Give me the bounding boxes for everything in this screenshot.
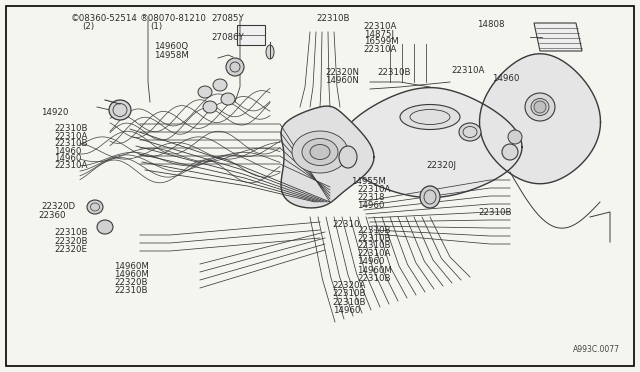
Text: 27086Y: 27086Y: [211, 33, 244, 42]
Text: 22310B: 22310B: [54, 139, 88, 148]
Text: (2): (2): [82, 22, 94, 31]
Text: 22310A: 22310A: [364, 45, 397, 54]
Text: 14875J: 14875J: [364, 30, 394, 39]
Text: 22310A: 22310A: [357, 249, 390, 258]
Text: 22320B: 22320B: [114, 278, 147, 287]
Text: 22310B: 22310B: [378, 68, 411, 77]
Bar: [237, 25, 265, 45]
Ellipse shape: [213, 79, 227, 91]
Ellipse shape: [400, 105, 460, 129]
Text: 14960: 14960: [357, 257, 385, 266]
Text: 22310B: 22310B: [333, 298, 366, 307]
Text: 22320B: 22320B: [54, 237, 88, 246]
Text: 22310B: 22310B: [114, 286, 147, 295]
Ellipse shape: [97, 220, 113, 234]
Text: ®08070-81210: ®08070-81210: [140, 14, 206, 23]
Text: 14960: 14960: [492, 74, 520, 83]
Ellipse shape: [525, 93, 555, 121]
Text: 22310A: 22310A: [364, 22, 397, 31]
Text: 22310B: 22310B: [333, 289, 366, 298]
Text: 22310A: 22310A: [54, 161, 88, 170]
Text: 14960: 14960: [357, 201, 385, 210]
Ellipse shape: [226, 58, 244, 76]
Polygon shape: [281, 106, 374, 208]
Ellipse shape: [302, 138, 338, 166]
Text: 22310B: 22310B: [357, 234, 390, 243]
Circle shape: [534, 101, 546, 113]
Ellipse shape: [502, 144, 518, 160]
Ellipse shape: [292, 131, 348, 173]
Text: ©08360-52514: ©08360-52514: [70, 14, 137, 23]
Ellipse shape: [310, 144, 330, 160]
Text: 22318: 22318: [357, 193, 385, 202]
Text: 14958M: 14958M: [154, 51, 188, 60]
Ellipse shape: [508, 130, 522, 144]
Text: 14960: 14960: [333, 306, 360, 315]
Text: 14960: 14960: [54, 147, 82, 155]
Text: 14960M: 14960M: [114, 270, 148, 279]
Text: 14960: 14960: [54, 154, 82, 163]
Text: 22310A: 22310A: [357, 185, 390, 194]
Ellipse shape: [203, 101, 217, 113]
Text: 22320J: 22320J: [426, 161, 456, 170]
Ellipse shape: [87, 200, 103, 214]
Text: 22310B: 22310B: [357, 241, 390, 250]
Text: 22320N: 22320N: [325, 68, 359, 77]
Text: (1): (1): [150, 22, 162, 31]
Text: 22310B: 22310B: [54, 124, 88, 133]
Text: 22310A: 22310A: [452, 66, 485, 75]
Ellipse shape: [531, 99, 549, 115]
Text: 14960M: 14960M: [114, 262, 148, 271]
Ellipse shape: [109, 100, 131, 120]
Text: 14960Q: 14960Q: [154, 42, 188, 51]
Text: 27085Y: 27085Y: [211, 14, 244, 23]
Text: 22310B: 22310B: [54, 228, 88, 237]
Ellipse shape: [339, 146, 357, 168]
Text: 22320D: 22320D: [41, 202, 75, 211]
Text: 14955M: 14955M: [351, 177, 385, 186]
Ellipse shape: [266, 45, 274, 59]
Text: 22310B: 22310B: [479, 208, 512, 217]
Text: 22310B: 22310B: [317, 14, 350, 23]
Ellipse shape: [198, 86, 212, 98]
Text: 22310B: 22310B: [357, 274, 390, 283]
Text: 22320E: 22320E: [54, 245, 88, 254]
Ellipse shape: [459, 123, 481, 141]
Polygon shape: [534, 23, 582, 51]
Text: 22320A: 22320A: [333, 281, 366, 290]
Ellipse shape: [420, 186, 440, 208]
Polygon shape: [479, 54, 600, 184]
Text: 22310B: 22310B: [357, 226, 390, 235]
Text: 22310: 22310: [333, 220, 360, 229]
Text: 14920: 14920: [41, 108, 68, 117]
Text: 16599M: 16599M: [364, 37, 398, 46]
Text: A993C.0077: A993C.0077: [573, 345, 620, 354]
Text: 14960M: 14960M: [357, 266, 392, 275]
Polygon shape: [338, 88, 522, 198]
Text: 14960N: 14960N: [325, 76, 359, 85]
Text: 22360: 22360: [38, 211, 66, 219]
Text: 22310A: 22310A: [54, 132, 88, 141]
Ellipse shape: [221, 93, 235, 105]
Text: 14808: 14808: [477, 20, 504, 29]
